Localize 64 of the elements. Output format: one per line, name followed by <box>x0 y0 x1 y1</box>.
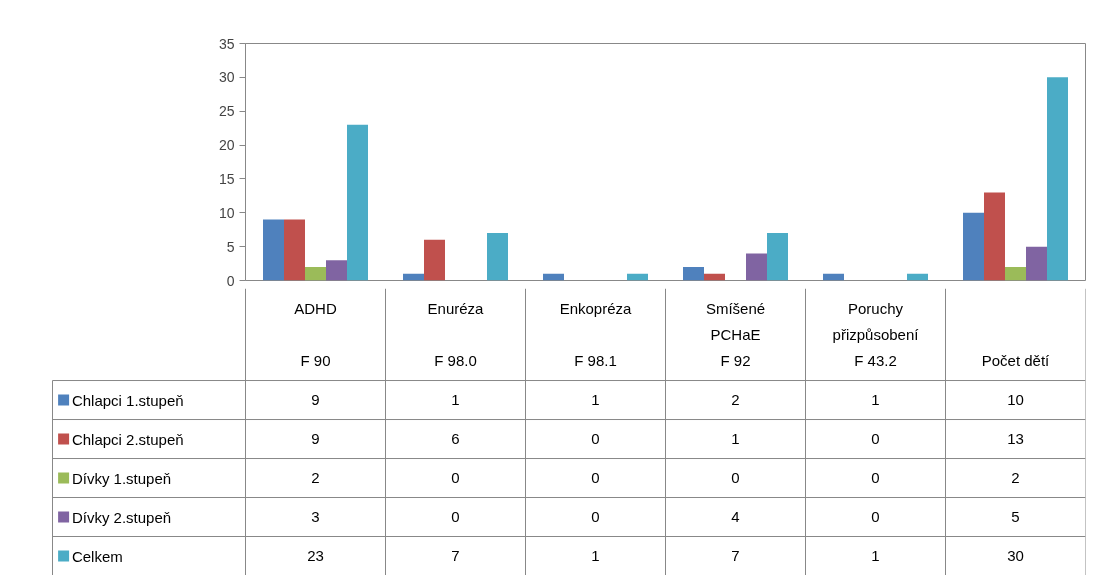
data-label: 0 <box>871 508 880 526</box>
data-label: 1 <box>591 547 600 564</box>
category-label: Enkopréza F 98.1 <box>559 299 632 370</box>
data-label: 9 <box>311 391 320 409</box>
data-label: 1 <box>591 391 600 409</box>
legend-label: Chlapci 1.stupeň <box>71 391 184 409</box>
bar <box>1026 246 1047 281</box>
data-label: 0 <box>591 430 600 448</box>
y-tick-label: 35 <box>218 35 235 52</box>
bar <box>767 233 788 281</box>
data-label: 13 <box>1007 430 1024 448</box>
data-label: 3 <box>311 508 320 526</box>
bar <box>746 253 767 281</box>
category-label: Enuréza F 98.0 <box>427 299 484 370</box>
data-label: 4 <box>731 508 740 526</box>
y-tick-label: 10 <box>218 204 235 221</box>
data-label: 0 <box>451 469 460 487</box>
data-label: 0 <box>591 469 600 487</box>
data-label: 9 <box>311 430 320 448</box>
y-tick-label: 20 <box>218 137 235 154</box>
data-label: 1 <box>451 391 460 409</box>
y-tick-label: 15 <box>218 170 235 187</box>
data-label: 2 <box>1011 469 1020 487</box>
y-tick-label: 5 <box>226 238 235 255</box>
data-label: 10 <box>1007 391 1024 409</box>
y-tick-label: 30 <box>218 69 235 86</box>
data-label: 1 <box>871 547 880 564</box>
data-label: 1 <box>871 391 880 409</box>
data-label: 0 <box>871 430 880 448</box>
legend-label: Dívky 1.stupeň <box>71 469 172 487</box>
data-label: 0 <box>451 508 460 526</box>
legend-label: Chlapci 2.stupeň <box>71 430 184 448</box>
data-label: 23 <box>307 547 324 564</box>
data-label: 2 <box>731 391 740 409</box>
data-label: 6 <box>451 430 460 448</box>
category-label: ADHD F 90 <box>294 299 337 370</box>
x-tick-label: Počet dětí <box>981 352 1051 370</box>
bar <box>683 266 704 281</box>
bar <box>305 266 326 281</box>
bar <box>963 212 984 281</box>
bar <box>284 219 305 281</box>
bar <box>263 219 284 281</box>
x-tick-label: Smíšené PCHaE F 92 <box>705 299 766 370</box>
data-label: 0 <box>731 469 740 487</box>
bar <box>1047 77 1068 281</box>
data-label: 7 <box>451 547 460 564</box>
y-tick-label: 0 <box>226 272 235 289</box>
bar <box>424 239 445 281</box>
data-label: 0 <box>871 469 880 487</box>
data-label: 5 <box>1011 508 1020 526</box>
bar <box>984 192 1005 281</box>
legend-label: Celkem <box>71 547 123 565</box>
data-label: 2 <box>311 469 320 487</box>
data-label: 30 <box>1007 547 1024 564</box>
bar <box>347 124 368 281</box>
bar <box>326 260 347 281</box>
x-tick-label: Poruchy přizpůsobení F 43.2 <box>832 299 920 370</box>
data-label: 0 <box>591 508 600 526</box>
legend-label: Dívky 2.stupeň <box>71 508 172 526</box>
bar <box>1005 266 1026 281</box>
data-label: 1 <box>731 430 740 448</box>
bar <box>487 233 508 281</box>
data-label: 7 <box>731 547 740 564</box>
y-tick-label: 25 <box>218 103 235 120</box>
